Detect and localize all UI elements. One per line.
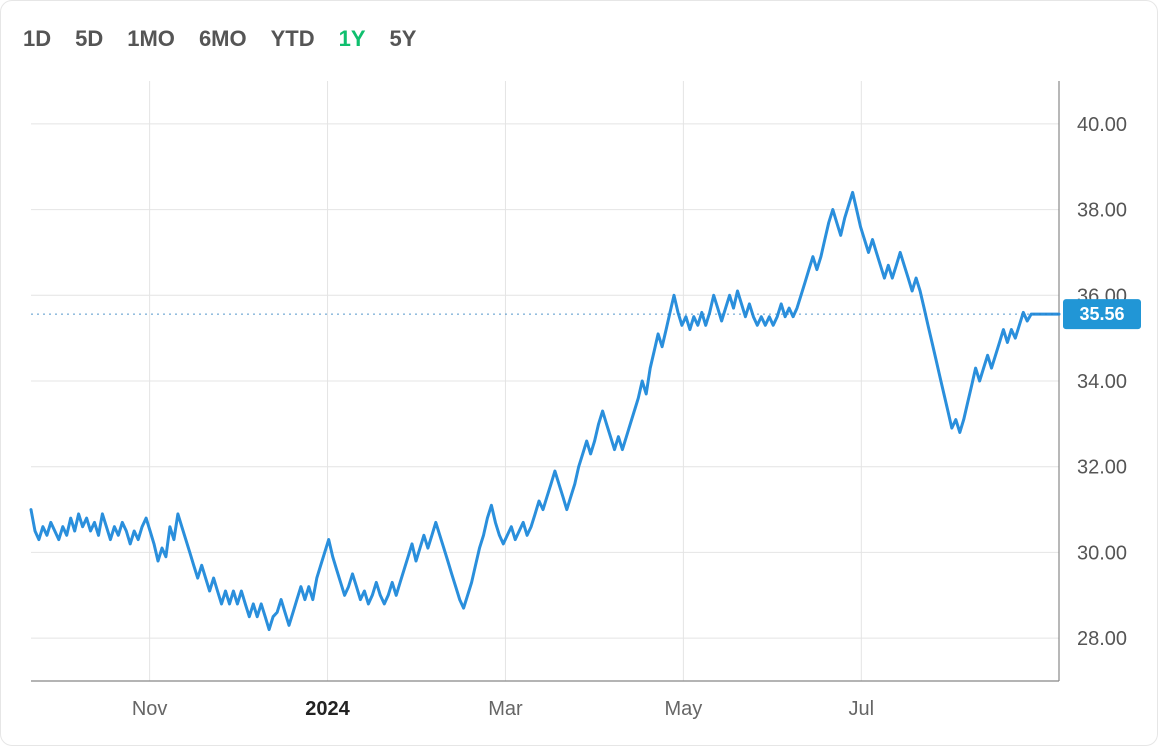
range-tab-1d[interactable]: 1D xyxy=(23,26,51,52)
y-tick-label: 40.00 xyxy=(1077,114,1127,136)
range-tab-1mo[interactable]: 1MO xyxy=(127,26,175,52)
range-tab-ytd[interactable]: YTD xyxy=(271,26,315,52)
range-selector: 1D 5D 1MO 6MO YTD 1Y 5Y xyxy=(11,19,1147,59)
y-tick-label: 34.00 xyxy=(1077,371,1127,393)
x-tick-label: May xyxy=(664,698,702,720)
price-chart: 28.0030.0032.0034.0036.0038.0040.00Nov20… xyxy=(21,71,1137,731)
range-tab-1y[interactable]: 1Y xyxy=(339,26,366,52)
y-tick-label: 30.00 xyxy=(1077,542,1127,564)
x-tick-label: 2024 xyxy=(305,698,350,720)
y-tick-label: 28.00 xyxy=(1077,628,1127,650)
price-chart-svg: 28.0030.0032.0034.0036.0038.0040.00Nov20… xyxy=(21,71,1149,731)
y-tick-label: 32.00 xyxy=(1077,457,1127,479)
x-tick-label: Jul xyxy=(849,698,875,720)
x-tick-label: Nov xyxy=(132,698,168,720)
price-line xyxy=(31,192,1059,629)
price-badge-value: 35.56 xyxy=(1079,304,1124,324)
range-tab-6mo[interactable]: 6MO xyxy=(199,26,247,52)
range-tab-5d[interactable]: 5D xyxy=(75,26,103,52)
y-tick-label: 38.00 xyxy=(1077,200,1127,222)
x-tick-label: Mar xyxy=(488,698,523,720)
range-tab-5y[interactable]: 5Y xyxy=(390,26,417,52)
chart-card: 1D5D1MO6MOYTD1Y5Y 28.0030.0032.0034.0036… xyxy=(0,0,1158,746)
